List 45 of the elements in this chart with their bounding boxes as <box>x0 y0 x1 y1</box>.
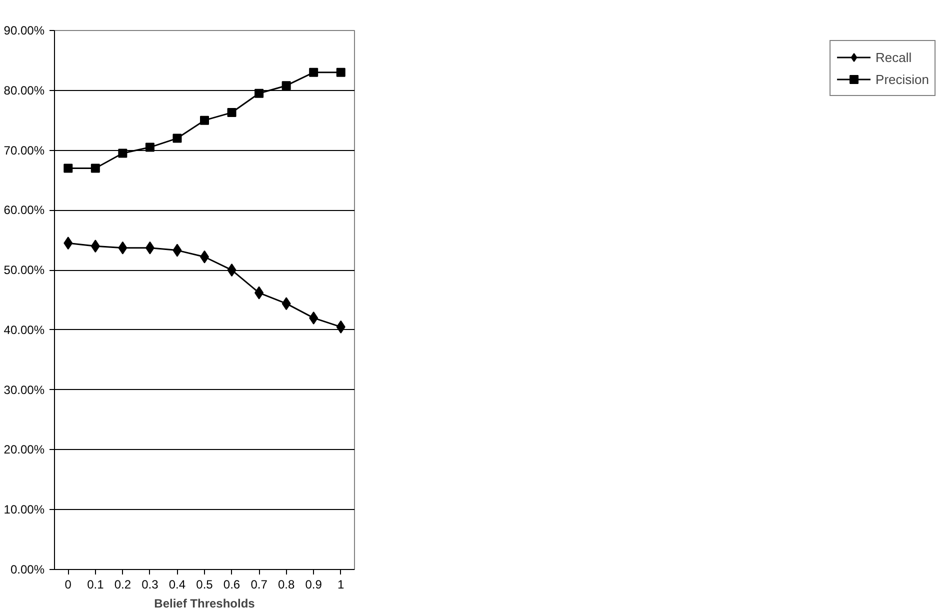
legend-label: Precision <box>876 72 929 86</box>
x-tick-label: 0.8 <box>278 578 295 592</box>
point <box>309 68 318 77</box>
point <box>118 148 128 158</box>
y-tick-label: 60.00% <box>4 203 45 218</box>
x-axis-title: Belief Thresholds <box>154 596 256 610</box>
x-tick-label: 0.4 <box>168 578 186 592</box>
point <box>118 241 128 254</box>
point <box>254 286 264 300</box>
x-tick-label: 0.3 <box>142 578 159 592</box>
y-tick-label: 70.00% <box>4 143 45 158</box>
point <box>90 164 100 173</box>
x-tick-label: 0.9 <box>305 578 322 592</box>
y-tick-label: 10.00% <box>4 502 45 517</box>
x-tick-label: 0.6 <box>223 578 240 592</box>
y-tick-label: 90.00% <box>4 24 45 38</box>
point <box>227 108 236 118</box>
x-tick-label: 0.7 <box>250 578 268 592</box>
point <box>90 240 100 253</box>
x-tick-label: 0.1 <box>87 578 104 592</box>
point <box>172 244 182 257</box>
y-tick-label: 20.00% <box>4 442 45 457</box>
x-tick-label: 0.2 <box>114 578 132 592</box>
point <box>200 116 209 125</box>
point <box>64 164 73 173</box>
y-tick-label: 80.00% <box>4 83 45 98</box>
y-tick-label: 0.00% <box>10 562 45 576</box>
point <box>254 88 264 98</box>
point <box>145 241 154 254</box>
point <box>172 134 182 143</box>
point <box>309 311 318 324</box>
point <box>336 68 346 77</box>
point <box>145 142 154 152</box>
x-tick-label: 0.5 <box>196 578 214 592</box>
point <box>282 297 291 310</box>
y-tick-label: 30.00% <box>4 382 45 397</box>
point <box>336 320 346 334</box>
y-tick-label: 40.00% <box>4 322 45 337</box>
point <box>282 81 291 90</box>
x-tick-label: 0 <box>64 578 72 592</box>
point <box>64 236 73 250</box>
point <box>227 264 236 277</box>
x-tick-label: 1 <box>338 578 345 592</box>
legend-label: Recall <box>876 50 912 64</box>
y-tick-label: 50.00% <box>4 263 45 278</box>
